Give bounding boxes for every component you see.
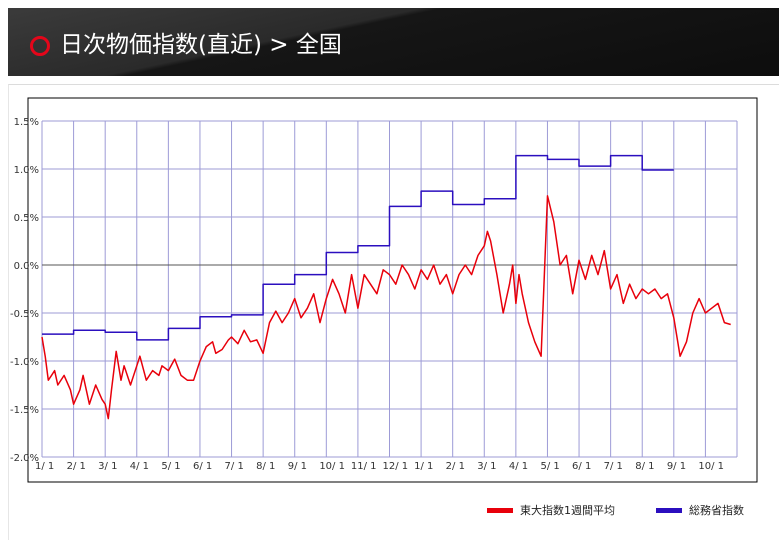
y-tick-label: 0.5% (14, 213, 39, 224)
x-tick-label: 1/ 1 (35, 461, 54, 472)
x-tick-label: 7/ 1 (225, 461, 244, 472)
y-tick-label: -1.0% (10, 357, 39, 368)
x-tick-label: 3/ 1 (477, 461, 496, 472)
legend-swatch (487, 508, 513, 513)
y-tick-label: -0.5% (10, 309, 39, 320)
x-tick-label: 6/ 1 (193, 461, 212, 472)
x-tick-label: 12/ 1 (383, 461, 409, 472)
x-tick-label: 11/ 1 (351, 461, 377, 472)
page-title: 日次物価指数(直近) > 全国 (60, 32, 342, 58)
grid-lines (41, 120, 738, 458)
circle-icon (30, 36, 50, 56)
x-tick-label: 2/ 1 (67, 461, 86, 472)
series-line-todai (41, 195, 731, 420)
y-tick-label: -2.0% (10, 453, 39, 464)
x-tick-label: 5/ 1 (161, 461, 180, 472)
legend-swatch (656, 508, 682, 513)
x-tick-label: 6/ 1 (572, 461, 591, 472)
x-tick-label: 8/ 1 (635, 461, 654, 472)
legend-label: 総務省指数 (689, 503, 744, 517)
x-tick-label: 9/ 1 (288, 461, 307, 472)
x-tick-label: 10/ 1 (698, 461, 724, 472)
y-tick-label: -1.5% (10, 405, 39, 416)
x-tick-label: 9/ 1 (667, 461, 686, 472)
price-index-chart: 1.5% 1.0% 0.5% 0.0% -0.5% -1.0% -1.5% -2.0% 1/ … (10, 97, 758, 517)
x-tick-label: 8/ 1 (256, 461, 275, 472)
x-tick-label: 4/ 1 (130, 461, 149, 472)
series-line-soumu (42, 154, 674, 341)
x-tick-label: 4/ 1 (509, 461, 528, 472)
legend-label: 東大指数1週間平均 (520, 503, 615, 517)
chart-panel: 1.5% 1.0% 0.5% 0.0% -0.5% -1.0% -1.5% -2.0% 1/ … (8, 84, 779, 540)
x-tick-label: 1/ 1 (414, 461, 433, 472)
legend: 東大指数1週間平均 総務省指数 (487, 503, 744, 517)
series-lines (41, 154, 731, 420)
y-tick-label: 1.0% (14, 165, 39, 176)
x-tick-label: 3/ 1 (98, 461, 117, 472)
plot-frame (27, 97, 758, 483)
y-tick-label: 1.5% (14, 117, 39, 128)
y-axis-ticks: 1.5% 1.0% 0.5% 0.0% -0.5% -1.0% -1.5% -2.0% (10, 117, 39, 464)
y-tick-label: 0.0% (14, 261, 39, 272)
x-tick-label: 7/ 1 (604, 461, 623, 472)
x-tick-label: 5/ 1 (540, 461, 559, 472)
x-axis-ticks: 1/ 1 2/ 1 3/ 1 4/ 1 5/ 1 6/ 1 7/ 1 8/ 1 9/ 1 10/ … (35, 461, 724, 472)
page-header: 日次物価指数(直近) > 全国 (8, 8, 779, 76)
x-tick-label: 10/ 1 (319, 461, 345, 472)
x-tick-label: 2/ 1 (446, 461, 465, 472)
